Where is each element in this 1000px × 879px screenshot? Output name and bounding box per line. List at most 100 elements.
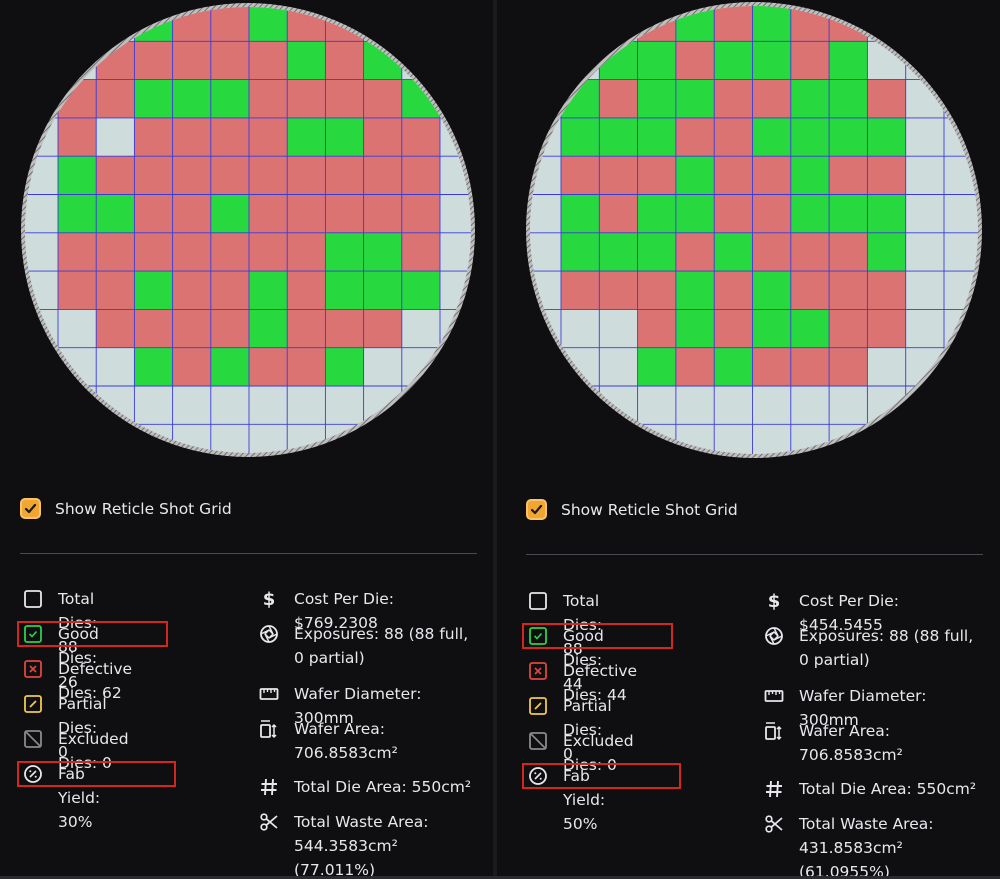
die-good [325,232,364,272]
die-good [790,156,830,195]
die-good [637,117,676,157]
die-empty [599,6,638,42]
die-defective [58,232,97,272]
stat-label: Total Dies: 88 [58,590,98,656]
die-defective [752,232,791,272]
die-empty [561,41,600,80]
die-defective [325,41,364,80]
die-defective [210,271,249,310]
excluded-square-icon [527,729,549,753]
die-defective [714,194,753,233]
reticle-grid-toggle[interactable]: Show Reticle Shot Grid [526,499,738,520]
percent-circle-icon [527,764,549,788]
die-defective [210,7,249,42]
check-square-icon [22,622,44,646]
stat-label: Total Waste Area: 544.3583cm² (77.011%) [294,813,429,879]
square-icon [527,589,549,613]
svg-text:$: $ [263,589,276,609]
stat-label: Wafer Diameter: 300mm [799,687,927,729]
die-defective [210,232,249,272]
wafer-map [526,2,982,458]
stat-check-square: Good Dies: 44 [527,624,604,696]
stat-slash-square: Partial Dies: 0 [22,692,107,764]
die-defective [790,271,830,310]
die-defective [867,79,906,118]
die-good [752,117,791,157]
stat-aperture: Exposures: 88 (88 full, 0 partial) [763,624,981,672]
die-good [599,232,638,272]
die-empty [867,6,906,42]
die-defective [599,271,638,310]
die-good [790,79,830,118]
stat-percent-circle: Fab Yield: 50% [527,764,605,836]
checkbox-checked-icon[interactable] [526,499,547,520]
stat-hash: Total Die Area: 550cm² [258,775,476,799]
die-empty [25,271,58,310]
die-empty [25,79,58,118]
die-good [561,232,600,272]
stat-label: Good Dies: 26 [58,625,99,691]
stat-label: Excluded Dies: 0 [563,732,634,774]
stat-label: Total Waste Area: 431.8583cm² (61.0955%) [799,815,934,879]
stat-label: Excluded Dies: 0 [58,730,129,772]
die-good [134,79,173,118]
die-empty [363,7,402,42]
die-empty [905,232,944,272]
die-empty [58,309,97,348]
die-good [210,347,249,386]
die-good [752,309,791,348]
die-good [637,41,676,80]
stat-label: Exposures: 88 (88 full, 0 partial) [294,625,469,667]
stat-hash: Total Die Area: 550cm² [763,777,981,801]
wafer-panel-right: Show Reticle Shot Grid Total Dies: 88 Goo… [497,0,1000,879]
die-defective [599,156,638,195]
die-empty [599,309,638,348]
stat-excluded-square: Excluded Dies: 0 [527,729,634,777]
stat-ruler: Wafer Diameter: 300mm [763,684,981,732]
die-defective [172,156,211,195]
die-good [210,79,249,118]
die-empty [96,7,135,42]
die-defective [172,117,211,157]
die-defective [249,347,288,386]
die-empty [25,347,58,386]
stat-percent-circle: Fab Yield: 30% [22,762,100,834]
die-defective [172,194,211,233]
die-good [58,156,97,195]
x-square-icon [22,657,44,681]
die-good [675,156,715,195]
stat-label: Wafer Area: 706.8583cm² [294,720,398,762]
die-empty [905,194,944,233]
divider [20,553,477,554]
die-defective [210,156,249,195]
die-empty [25,41,58,80]
die-good [637,347,676,386]
die-empty [599,347,638,386]
stat-label: Partial Dies: 0 [563,697,612,763]
percent-circle-icon [22,762,44,786]
die-defective [675,117,715,157]
square-icon [22,587,44,611]
checkbox-checked-icon[interactable] [20,498,41,519]
die-good [249,271,288,310]
die-empty [530,232,561,272]
reticle-grid-label: Show Reticle Shot Grid [55,499,232,518]
die-good [325,271,364,310]
stat-label: Partial Dies: 0 [58,695,107,761]
die-good [867,232,906,272]
die-defective [325,156,364,195]
die-good [287,117,326,157]
die-empty [401,7,440,42]
die-defective [96,309,135,348]
die-defective [829,6,868,42]
stat-x-square: Defective Dies: 44 [527,659,637,707]
die-defective [829,232,868,272]
reticle-grid-toggle[interactable]: Show Reticle Shot Grid [20,498,232,519]
die-defective [58,117,97,157]
die-defective [714,309,753,348]
die-defective [287,194,326,233]
svg-text:$: $ [768,591,781,611]
die-good [561,117,600,157]
die-defective [134,309,173,348]
die-empty [58,347,97,386]
